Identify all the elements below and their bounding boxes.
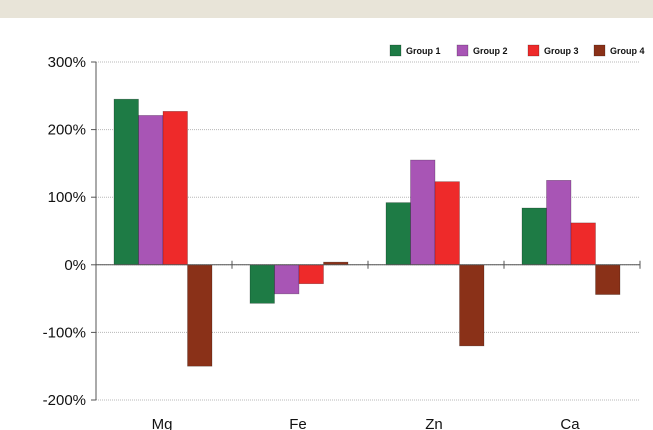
x-category-label: Fe (289, 416, 307, 430)
bar-fe-group-3 (298, 264, 324, 285)
bar-mg-group-1 (113, 98, 139, 266)
bar-ca-group-1 (521, 207, 547, 266)
bar-ca-group-2 (546, 180, 572, 266)
bar-zn-group-3 (434, 181, 460, 266)
legend-swatch (527, 44, 540, 57)
legend-label: Group 2 (473, 46, 508, 56)
legend: Group 1 Group 2 Group 3 Group 4 (389, 44, 645, 57)
y-tick-label: 100% (48, 189, 86, 206)
x-category-label: Mg (152, 416, 173, 430)
legend-swatch (389, 44, 402, 57)
legend-label: Group 1 (406, 46, 441, 56)
bar-mg-group-3 (162, 111, 188, 266)
bar-ca-group-4 (595, 264, 621, 295)
x-category-label: Zn (425, 416, 443, 430)
legend-label: Group 4 (610, 46, 645, 56)
bar-zn-group-1 (385, 202, 411, 266)
bar-fe-group-2 (274, 264, 300, 295)
y-tick-labels: -200% -100% 0% 100% 200% 300% (43, 54, 86, 409)
y-tick-label: 0% (64, 257, 86, 274)
y-tick-label: 300% (48, 54, 86, 71)
y-tick-label: 200% (48, 122, 86, 139)
y-tick-label: -100% (43, 324, 86, 341)
bar-fe-group-1 (249, 264, 275, 304)
bar-zn-group-2 (410, 159, 436, 266)
x-category-label: Ca (560, 416, 580, 430)
legend-swatch (456, 44, 469, 57)
bars (113, 98, 621, 367)
bar-ca-group-3 (570, 222, 596, 266)
bar-zn-group-4 (459, 264, 485, 347)
y-tick-label: -200% (43, 392, 86, 409)
bar-mg-group-2 (138, 115, 164, 266)
bar-mg-group-4 (187, 264, 213, 367)
top-band (0, 0, 653, 18)
x-category-labels: Mg Fe Zn Ca (152, 416, 581, 430)
legend-swatch (593, 44, 606, 57)
legend-label: Group 3 (544, 46, 579, 56)
